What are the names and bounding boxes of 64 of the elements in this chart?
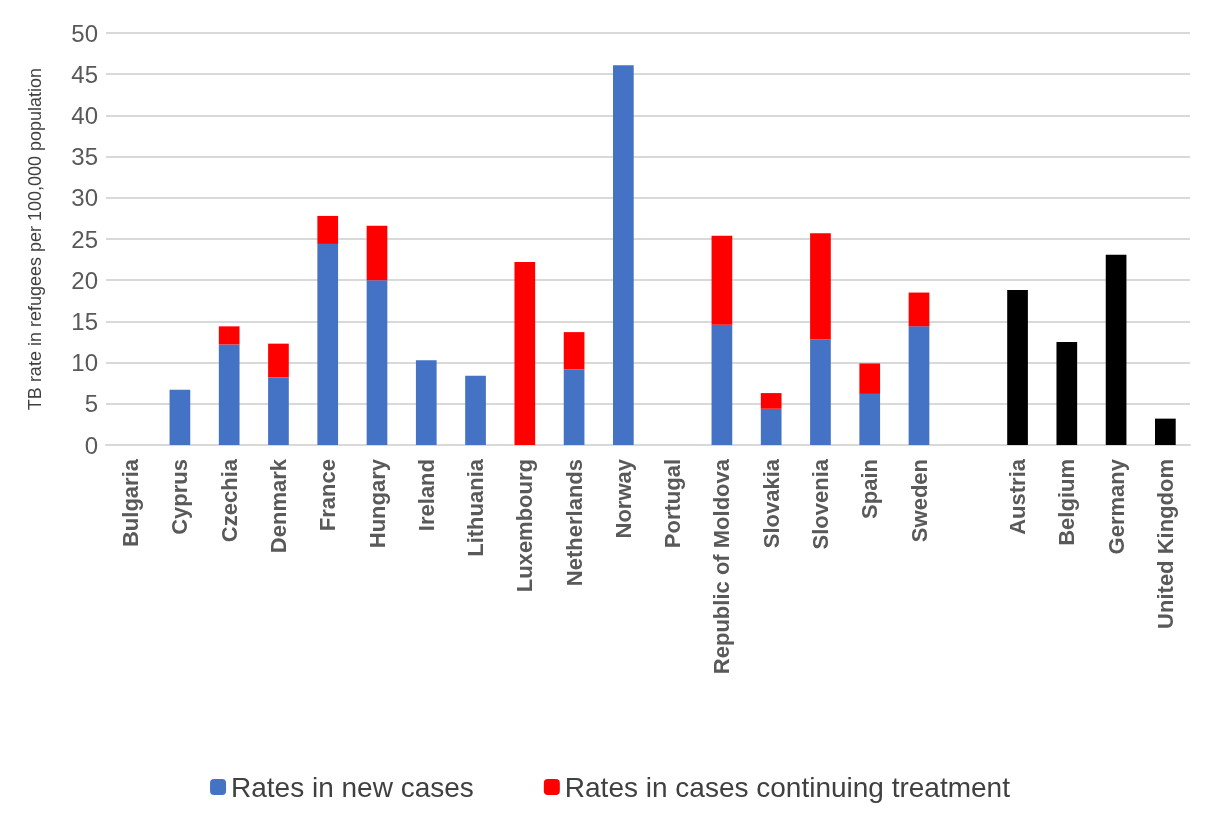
bar	[218, 326, 240, 345]
bar	[760, 408, 782, 445]
bar	[366, 280, 388, 445]
y-tick-label: 30	[71, 184, 98, 212]
x-tick-label: Bulgaria	[118, 458, 144, 548]
x-tick-label: Netherlands	[561, 459, 587, 587]
bar	[415, 360, 437, 445]
bar	[1007, 290, 1028, 445]
y-tick-label: 45	[71, 60, 98, 88]
bar	[169, 389, 191, 445]
legend-label: Rates in cases continuing treatment	[564, 771, 1011, 803]
bar	[317, 215, 339, 244]
bar	[563, 369, 585, 445]
x-tick-label: Portugal	[660, 459, 686, 549]
bar	[317, 243, 339, 445]
bar	[563, 332, 585, 370]
y-tick-label: 20	[71, 266, 98, 294]
x-tick-label: Cyprus	[167, 459, 193, 535]
x-tick-label: Slovenia	[807, 458, 833, 550]
y-tick-label: 50	[71, 19, 98, 47]
bar	[711, 235, 733, 325]
bar	[268, 343, 289, 378]
y-tick-label: 5	[84, 390, 98, 418]
y-axis-title: TB rate in refugees per 100,000 population	[25, 67, 45, 411]
bar	[859, 363, 881, 394]
y-tick-label: 25	[71, 225, 98, 253]
x-tick-label: Republic of Moldova	[709, 458, 735, 675]
bar	[268, 377, 289, 445]
bar	[1056, 342, 1078, 445]
x-tick-label: Austria	[1005, 458, 1031, 535]
x-tick-label: France	[315, 459, 341, 532]
x-tick-label: Belgium	[1054, 459, 1080, 546]
bar	[908, 326, 930, 445]
bar	[810, 339, 831, 445]
x-tick-label: United Kingdom	[1152, 459, 1178, 629]
x-tick-label: Sweden	[906, 459, 932, 543]
bar	[465, 375, 486, 445]
bar	[366, 225, 388, 281]
x-tick-label: Hungary	[364, 458, 390, 549]
x-tick-label: Denmark	[265, 458, 291, 554]
bar	[1105, 254, 1127, 445]
x-tick-label: Slovakia	[758, 458, 784, 549]
y-tick-label: 35	[71, 143, 98, 171]
x-tick-label: Germany	[1103, 458, 1129, 555]
bar	[218, 344, 240, 445]
x-tick-label: Norway	[610, 458, 636, 539]
bar	[514, 262, 536, 445]
bar	[859, 393, 881, 445]
bar	[711, 324, 733, 445]
bar	[1155, 418, 1176, 445]
y-tick-label: 10	[71, 349, 98, 377]
x-tick-label: Lithuania	[463, 458, 489, 557]
x-tick-label: Luxembourg	[512, 459, 538, 593]
x-tick-label: Ireland	[413, 459, 439, 532]
bar	[810, 233, 831, 340]
bar	[613, 65, 634, 445]
bar	[908, 292, 930, 327]
y-tick-label: 40	[71, 101, 98, 129]
y-tick-label: 0	[84, 431, 98, 459]
x-tick-label: Spain	[857, 459, 883, 519]
y-tick-label: 15	[71, 307, 98, 335]
legend-label: Rates in new cases	[231, 771, 474, 803]
x-tick-label: Czechia	[216, 458, 242, 543]
bar	[760, 393, 782, 409]
